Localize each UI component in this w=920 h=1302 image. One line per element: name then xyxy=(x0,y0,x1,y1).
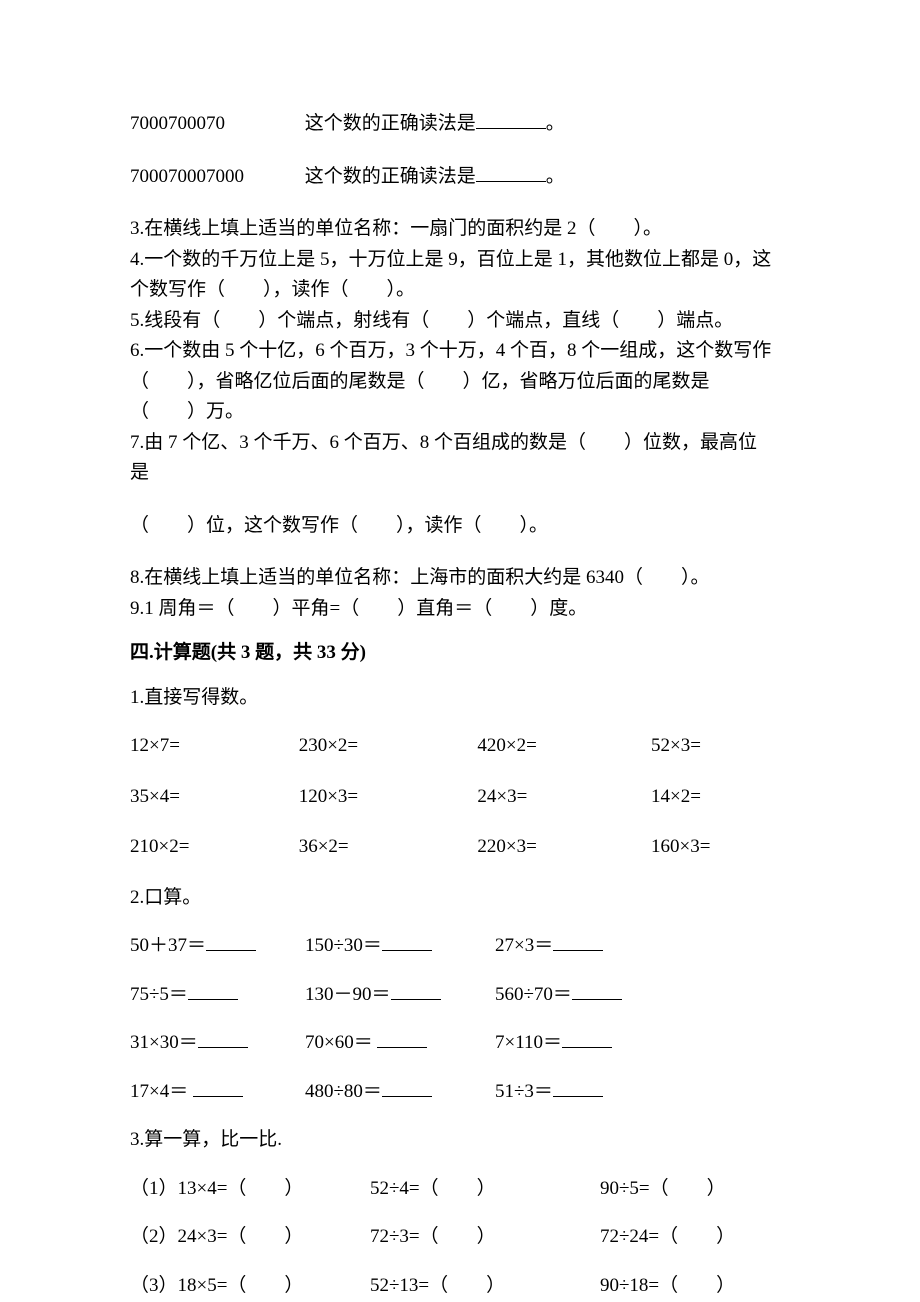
kou-cell: 150÷30＝ xyxy=(305,932,495,961)
calc3-row-3: （3）18×5=（ ） 52÷13=（ ） 90÷18=（ ） xyxy=(130,1272,790,1301)
q9: 9.1 周角＝（ ）平角=（ ）直角＝（ ）度。 xyxy=(130,595,790,624)
kou-row-4: 17×4＝ 480÷80＝ 51÷3＝ xyxy=(130,1078,790,1107)
calc-cell: 210×2= xyxy=(130,833,299,862)
blank2 xyxy=(476,163,546,182)
num1: 7000700070 xyxy=(130,110,300,139)
kou-cell: 480÷80＝ xyxy=(305,1078,495,1107)
kou-row-2: 75÷5＝ 130－90＝ 560÷70＝ xyxy=(130,981,790,1010)
calc3-cell: （1）13×4=（ ） xyxy=(130,1175,370,1204)
kou-cell: 75÷5＝ xyxy=(130,981,305,1010)
calc3-cell: （2）24×3=（ ） xyxy=(130,1223,370,1252)
calc-cell: 230×2= xyxy=(299,732,478,761)
kou-cell: 70×60＝ xyxy=(305,1029,495,1058)
calc-cell: 160×3= xyxy=(651,833,790,862)
calc-row-2: 35×4= 120×3= 24×3= 14×2= xyxy=(130,783,790,812)
q4-l1: 4.一个数的千万位上是 5，十万位上是 9，百位上是 1，其他数位上都是 0，这 xyxy=(130,246,790,275)
text2: 这个数的正确读法是 xyxy=(305,166,476,187)
calc-cell: 420×2= xyxy=(477,732,651,761)
text1: 这个数的正确读法是 xyxy=(305,113,476,134)
end2: 。 xyxy=(546,166,565,187)
q6-l2: （ ），省略亿位后面的尾数是（ ）亿，省略万位后面的尾数是 xyxy=(130,368,790,397)
calc-row-1: 12×7= 230×2= 420×2= 52×3= xyxy=(130,732,790,761)
kou-cell: 17×4＝ xyxy=(130,1078,305,1107)
calc3-cell: 72÷24=（ ） xyxy=(600,1223,780,1252)
kou-cell: 27×3＝ xyxy=(495,932,675,961)
calc-cell: 35×4= xyxy=(130,783,299,812)
calc-cell: 120×3= xyxy=(299,783,478,812)
calc3-cell: 52÷4=（ ） xyxy=(370,1175,600,1204)
reading-line-2: 700070007000 这个数的正确读法是 。 xyxy=(130,163,790,192)
kou-cell: 130－90＝ xyxy=(305,981,495,1010)
reading-line-1: 7000700070 这个数的正确读法是 。 xyxy=(130,110,790,139)
num2: 700070007000 xyxy=(130,163,300,192)
q7-l1: 7.由 7 个亿、3 个千万、6 个百万、8 个百组成的数是（ ）位数，最高位 xyxy=(130,429,790,458)
calc-cell: 14×2= xyxy=(651,783,790,812)
q7-l2: 是 xyxy=(130,459,790,488)
calc-cell: 12×7= xyxy=(130,732,299,761)
section4-title: 四.计算题(共 3 题，共 33 分) xyxy=(130,639,790,668)
end1: 。 xyxy=(546,113,565,134)
q6-l3: （ ）万。 xyxy=(130,398,790,427)
calc-row-3: 210×2= 36×2= 220×3= 160×3= xyxy=(130,833,790,862)
q7-l3: （ ）位，这个数写作（ ），读作（ ）。 xyxy=(130,512,790,541)
calc-cell: 24×3= xyxy=(477,783,651,812)
calc3-cell: 52÷13=（ ） xyxy=(370,1272,600,1301)
q5: 5.线段有（ ）个端点，射线有（ ）个端点，直线（ ）端点。 xyxy=(130,307,790,336)
s4-q3: 3.算一算，比一比. xyxy=(130,1126,790,1155)
kou-cell: 7×110＝ xyxy=(495,1029,675,1058)
q4-l2: 个数写作（ ），读作（ ）。 xyxy=(130,276,790,305)
kou-cell: 560÷70＝ xyxy=(495,981,675,1010)
q8: 8.在横线上填上适当的单位名称：上海市的面积大约是 6340（ ）。 xyxy=(130,564,790,593)
calc3-cell: 72÷3=（ ） xyxy=(370,1223,600,1252)
q6-l1: 6.一个数由 5 个十亿，6 个百万，3 个十万，4 个百，8 个一组成，这个数… xyxy=(130,337,790,366)
calc-cell: 36×2= xyxy=(299,833,478,862)
calc3-cell: 90÷5=（ ） xyxy=(600,1175,780,1204)
calc3-row-1: （1）13×4=（ ） 52÷4=（ ） 90÷5=（ ） xyxy=(130,1175,790,1204)
kou-cell: 50＋37＝ xyxy=(130,932,305,961)
kou-cell: 51÷3＝ xyxy=(495,1078,675,1107)
kou-row-1: 50＋37＝ 150÷30＝ 27×3＝ xyxy=(130,932,790,961)
kou-cell: 31×30＝ xyxy=(130,1029,305,1058)
calc3-cell: 90÷18=（ ） xyxy=(600,1272,780,1301)
kou-row-3: 31×30＝ 70×60＝ 7×110＝ xyxy=(130,1029,790,1058)
calc3-row-2: （2）24×3=（ ） 72÷3=（ ） 72÷24=（ ） xyxy=(130,1223,790,1252)
calc-cell: 220×3= xyxy=(477,833,651,862)
calc3-cell: （3）18×5=（ ） xyxy=(130,1272,370,1301)
calc-cell: 52×3= xyxy=(651,732,790,761)
s4-q1: 1.直接写得数。 xyxy=(130,684,790,713)
s4-q2: 2.口算。 xyxy=(130,884,790,913)
q3: 3.在横线上填上适当的单位名称：一扇门的面积约是 2（ ）。 xyxy=(130,215,790,244)
blank1 xyxy=(476,110,546,129)
